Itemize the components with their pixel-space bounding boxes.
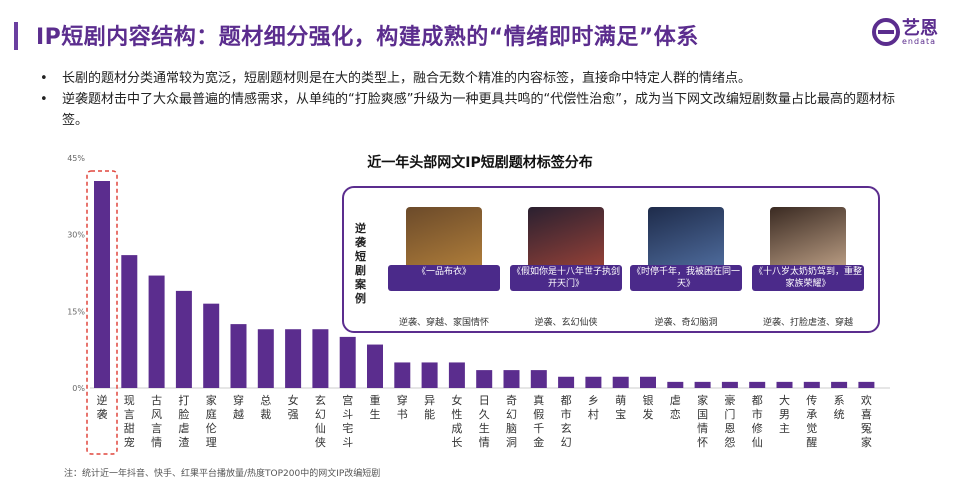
y-tick-label: 15%	[67, 307, 85, 316]
x-category-label: 女强	[288, 393, 299, 421]
x-category-label: 豪门恩怨	[724, 393, 735, 449]
bar	[448, 362, 465, 388]
bar	[803, 381, 820, 388]
x-category-label: 萌宝	[615, 393, 626, 421]
bar	[203, 303, 220, 388]
case-card: 《时停千年，我被困在同一天》 逆袭、奇幻脑洞	[630, 207, 742, 328]
bar	[394, 362, 411, 388]
bar	[530, 370, 547, 388]
bar	[230, 324, 247, 388]
bar	[367, 344, 383, 388]
x-category-label: 打脸虐渣	[178, 393, 189, 449]
x-category-label: 乡村	[588, 394, 599, 421]
bar	[94, 181, 110, 388]
bar	[421, 362, 438, 388]
x-category-label: 日久生情	[479, 394, 490, 449]
bar	[721, 381, 738, 388]
bar	[585, 376, 602, 388]
bar	[476, 370, 493, 388]
bar	[339, 336, 356, 388]
poster-caption: 《假如你是十八年世子执剑开天门》	[510, 265, 622, 291]
bullet-list: 长剧的题材分类通常较为宽泛，短剧题材则是在大的类型上，融合无数个精准的内容标签，…	[36, 68, 916, 131]
x-category-label: 欢喜冤家	[861, 393, 872, 449]
logo-text: 艺恩	[902, 18, 938, 39]
brand-logo: 艺恩 endata	[872, 14, 952, 54]
x-category-label: 古风言情	[151, 394, 162, 449]
x-category-label: 大男主	[779, 393, 790, 435]
x-category-label: 都市修仙	[752, 394, 763, 449]
bar	[694, 381, 711, 388]
x-category-label: 异能	[424, 394, 435, 421]
x-category-label: 宫斗宅斗	[342, 393, 353, 449]
poster-caption: 《时停千年，我被困在同一天》	[630, 265, 742, 291]
poster-caption: 《十八岁太奶奶驾到，重整家族荣耀》	[752, 265, 864, 291]
bar	[121, 255, 138, 388]
x-category-label: 虐恋	[670, 394, 681, 421]
bar	[776, 381, 793, 388]
case-card: 《十八岁太奶奶驾到，重整家族荣耀》 逆袭、打脸虐渣、穿越	[752, 207, 864, 328]
bullet-item: 逆袭题材击中了大众最普遍的情感需求，从单纯的“打脸爽感”升级为一种更具共鸣的“代…	[36, 89, 916, 131]
x-category-label: 真假千金	[533, 393, 544, 449]
bar	[858, 381, 875, 388]
case-tags: 逆袭、奇幻脑洞	[654, 318, 718, 328]
x-category-label: 家国情怀	[697, 393, 708, 449]
bullet-item: 长剧的题材分类通常较为宽泛，短剧题材则是在大的类型上，融合无数个精准的内容标签，…	[36, 68, 916, 89]
bar	[312, 329, 329, 388]
bar	[285, 329, 302, 388]
bar	[558, 376, 575, 388]
x-category-label: 银发	[643, 393, 654, 421]
x-category-label: 逆袭	[97, 393, 108, 421]
page-title: IP短剧内容结构：题材细分强化，构建成熟的“情绪即时满足”体系	[36, 25, 699, 50]
bar	[667, 381, 684, 388]
case-tags: 逆袭、打脸虐渣、穿越	[762, 318, 853, 328]
logo-icon	[872, 18, 900, 46]
x-category-label: 总裁	[260, 393, 271, 421]
bar	[503, 370, 520, 388]
x-category-label: 玄幻仙侠	[315, 393, 326, 449]
bar	[831, 381, 848, 388]
x-category-label: 家庭伦理	[206, 393, 217, 449]
bar	[749, 381, 766, 388]
chart-title: 近一年头部网文IP短剧题材标签分布	[367, 155, 593, 171]
title-accent-bar	[14, 22, 18, 50]
x-category-label: 女性成长	[451, 393, 462, 449]
x-category-label: 重生	[370, 393, 381, 421]
x-category-label: 都市玄幻	[561, 394, 572, 449]
x-category-label: 奇幻脑洞	[506, 394, 517, 449]
bar	[257, 329, 274, 388]
x-category-label: 系统	[834, 394, 845, 421]
logo-subtext: endata	[902, 37, 937, 46]
case-card: 《一品布衣》 逆袭、穿越、家国情怀	[388, 207, 500, 328]
y-tick-label: 45%	[67, 154, 85, 163]
highlight-frame	[86, 170, 118, 455]
bar	[612, 376, 629, 388]
case-card: 《假如你是十八年世子执剑开天门》 逆袭、玄幻仙侠	[510, 207, 622, 328]
poster-caption: 《一品布衣》	[388, 265, 500, 291]
x-category-label: 穿书	[397, 393, 408, 421]
case-study-box: 逆袭短剧案例 《一品布衣》 逆袭、穿越、家国情怀 《假如你是十八年世子执剑开天门…	[342, 186, 880, 333]
case-tags: 逆袭、玄幻仙侠	[534, 318, 598, 328]
footnote: 注：统计近一年抖音、快手、红果平台播放量/热度TOP200中的网文IP改编短剧	[64, 469, 381, 479]
case-tags: 逆袭、穿越、家国情怀	[398, 318, 489, 328]
y-tick-label: 0%	[72, 384, 85, 393]
case-box-label: 逆袭短剧案例	[355, 222, 366, 305]
x-category-label: 现言甜宠	[124, 394, 135, 449]
x-category-label: 穿越	[233, 393, 244, 421]
bar	[175, 290, 192, 388]
bar	[148, 275, 165, 388]
y-tick-label: 30%	[67, 231, 85, 240]
x-category-label: 传承觉醒	[806, 394, 817, 449]
bar	[640, 376, 656, 388]
